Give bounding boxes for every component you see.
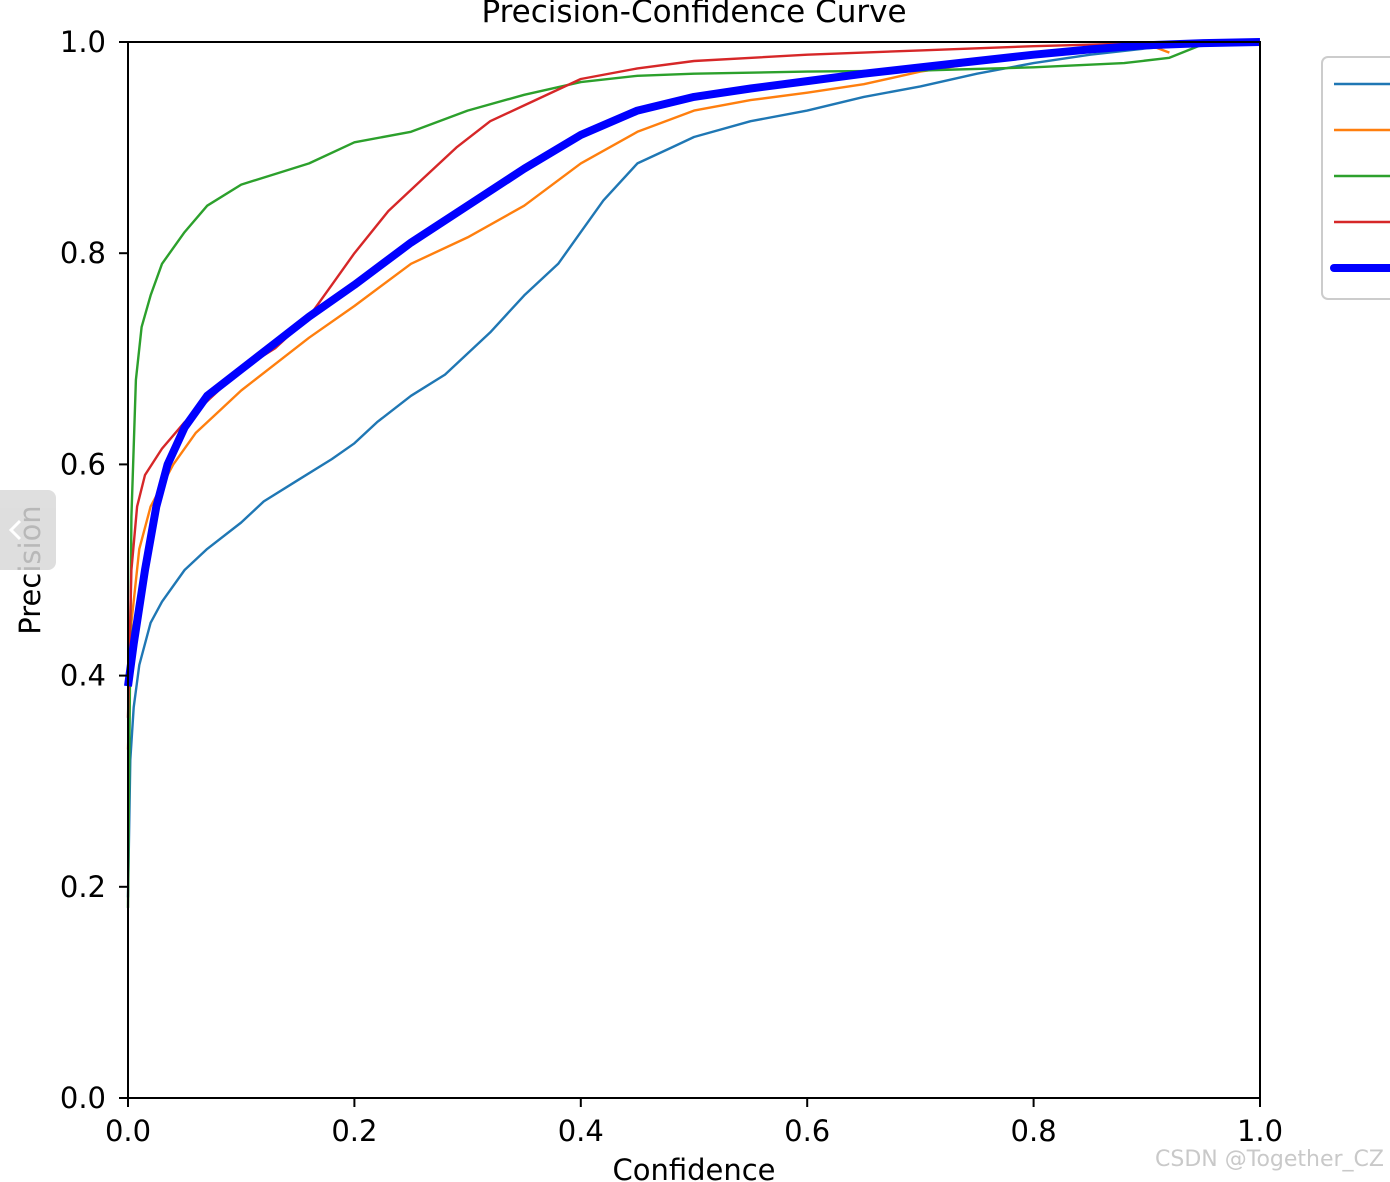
- x-axis: 0.0 0.2 0.4 0.6 0.8 1.0: [105, 1098, 1283, 1148]
- plot-frame: [127, 41, 1261, 1099]
- series-line-4: [126, 40, 1261, 718]
- x-tick-label: 0.4: [558, 1114, 604, 1148]
- series-line-5: [124, 38, 1261, 687]
- x-tick-label: 1.0: [1237, 1114, 1283, 1148]
- y-tick-label: 0.8: [60, 236, 106, 270]
- watermark: CSDN @Together_CZ: [1155, 1147, 1384, 1172]
- x-tick-label: 0.8: [1011, 1114, 1057, 1148]
- y-tick-label: 1.0: [60, 25, 106, 59]
- legend-box: [1321, 56, 1390, 300]
- side-collapse-handle[interactable]: [0, 490, 56, 570]
- x-tick-label: 0.6: [784, 1114, 830, 1148]
- y-tick-label: 0.6: [60, 447, 106, 481]
- y-tick-label: 0.4: [60, 659, 106, 693]
- x-axis-title: Confidence: [612, 1153, 775, 1182]
- x-tick-label: 0.2: [331, 1114, 377, 1148]
- series-line-1: [126, 40, 1261, 898]
- series-line-3: [126, 40, 1261, 908]
- chevron-left-icon: [8, 519, 22, 541]
- legend: [1321, 56, 1390, 300]
- chart-title: Precision-Confidence Curve: [481, 0, 906, 30]
- series-line-2: [126, 42, 1170, 750]
- y-tick-label: 0.0: [60, 1081, 106, 1115]
- y-axis: 0.0 0.2 0.4 0.6 0.8 1.0: [60, 25, 128, 1115]
- series-lines: [124, 38, 1261, 908]
- y-tick-label: 0.2: [60, 870, 106, 904]
- x-tick-label: 0.0: [105, 1114, 151, 1148]
